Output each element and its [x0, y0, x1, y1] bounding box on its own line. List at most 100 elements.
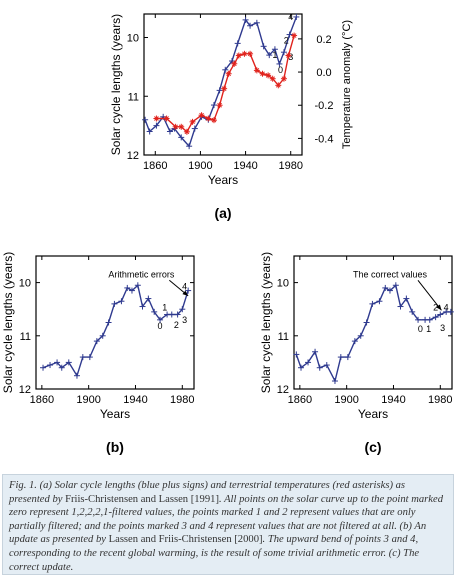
- solar-point: [409, 308, 416, 315]
- panel-label: (a): [214, 205, 231, 221]
- solar-point: [168, 311, 175, 318]
- marker-stroke: [205, 116, 211, 121]
- point-label: 0: [278, 65, 283, 75]
- y-tick-label: 10: [127, 33, 139, 45]
- solar-point: [128, 287, 135, 294]
- solar-point: [145, 295, 152, 302]
- marker-stroke: [190, 119, 195, 125]
- y-tick-label: 12: [19, 384, 31, 396]
- solar-point: [266, 52, 273, 59]
- y-tick-label: 11: [278, 331, 289, 343]
- temperature-point: [291, 32, 298, 39]
- solar-point: [191, 125, 198, 132]
- marker-stroke: [231, 61, 237, 67]
- marker-stroke: [281, 76, 287, 82]
- solar-point: [146, 128, 153, 135]
- solar-point: [142, 116, 149, 123]
- solar-point: [447, 308, 454, 315]
- temperature-point: [210, 117, 217, 124]
- figure-caption: Fig. 1. (a) Solar cycle lengths (blue pl…: [2, 474, 454, 575]
- solar-point: [153, 122, 160, 129]
- solar-point: [186, 143, 193, 150]
- solar-point: [337, 354, 344, 361]
- marker-stroke: [260, 71, 265, 77]
- point-label: 3: [288, 52, 293, 62]
- temperature-point: [275, 82, 282, 89]
- marker-stroke: [178, 124, 184, 130]
- caption-citation-2000: Lassen and Friis-Christensen [2000]: [108, 534, 263, 546]
- x-tick-label: 1940: [381, 394, 405, 406]
- x-tick-label: 1940: [123, 394, 147, 406]
- annotation-text: The correct values: [353, 269, 428, 279]
- annotation-arrow: [417, 279, 442, 311]
- solar-point: [426, 316, 433, 323]
- x-tick-label: 1860: [288, 394, 312, 406]
- plot-frame: [143, 13, 303, 156]
- solar-point: [151, 308, 158, 315]
- solar-point: [47, 362, 54, 369]
- point-label: 2: [174, 320, 179, 330]
- solar-point: [369, 300, 376, 307]
- temperature-point: [189, 118, 196, 125]
- marker-stroke: [154, 116, 159, 121]
- solar-point: [157, 316, 164, 323]
- solar-point: [86, 354, 93, 361]
- solar-point: [363, 319, 370, 326]
- solar-point: [253, 19, 260, 26]
- y-axis-label: Solar cycle lengths (years): [1, 252, 15, 393]
- y-tick-label: 12: [277, 384, 289, 396]
- x-axis-label: Years: [358, 407, 388, 421]
- point-label: 0: [418, 324, 423, 334]
- x-tick-label: 1860: [143, 160, 167, 172]
- solar-point: [40, 364, 47, 371]
- plot-frame: [293, 255, 453, 390]
- x-tick-label: 1900: [188, 160, 212, 172]
- x-tick-label: 1900: [76, 394, 100, 406]
- y-tick-label: 10: [277, 278, 289, 290]
- solar-point: [185, 287, 192, 294]
- x-tick-label: 1900: [334, 394, 358, 406]
- solar-point: [298, 364, 305, 371]
- y2-tick-label: -0.2: [315, 100, 334, 112]
- solar-point: [271, 46, 278, 53]
- x-axis-label: Years: [208, 173, 238, 187]
- solar-point: [118, 298, 125, 305]
- temperature-point: [235, 52, 242, 59]
- annotation-text: Arithmetic errors: [108, 269, 175, 279]
- temperature-point: [247, 50, 254, 57]
- x-tick-label: 1940: [233, 160, 257, 172]
- solar-point: [376, 298, 383, 305]
- temperature-point: [163, 115, 170, 122]
- solar-point: [222, 66, 229, 73]
- x-tick-label: 1980: [170, 394, 194, 406]
- point-label: 4: [182, 281, 187, 291]
- marker-stroke: [291, 33, 297, 38]
- marker-stroke: [184, 129, 190, 135]
- marker-stroke: [226, 71, 231, 77]
- y-tick-label: 11: [20, 331, 31, 343]
- y-tick-label: 12: [127, 150, 139, 162]
- solar-point: [174, 311, 181, 318]
- y-tick-label: 11: [128, 91, 139, 103]
- solar-point: [99, 332, 106, 339]
- solar-point: [312, 348, 319, 355]
- solar-point: [392, 282, 399, 289]
- marker-stroke: [236, 53, 242, 58]
- solar-point: [437, 311, 444, 318]
- temperature-point: [265, 72, 272, 79]
- caption-text-3: . The upward bend of points 3 and 4, cor…: [9, 534, 420, 573]
- solar-point: [210, 102, 217, 109]
- solar-point: [166, 128, 173, 135]
- marker-stroke: [217, 102, 222, 108]
- solar-point: [178, 134, 185, 141]
- solar-point: [58, 364, 65, 371]
- temperature-point: [198, 112, 205, 119]
- caption-text-1: Fig. 1. (a) Solar cycle lengths (blue pl…: [9, 480, 406, 505]
- solar-cycle-line: [42, 283, 189, 378]
- marker-stroke: [265, 73, 271, 78]
- y2-axis-label: Temperature anomaly (°C): [341, 20, 353, 149]
- solar-point: [93, 338, 100, 345]
- temperature-point: [259, 70, 266, 77]
